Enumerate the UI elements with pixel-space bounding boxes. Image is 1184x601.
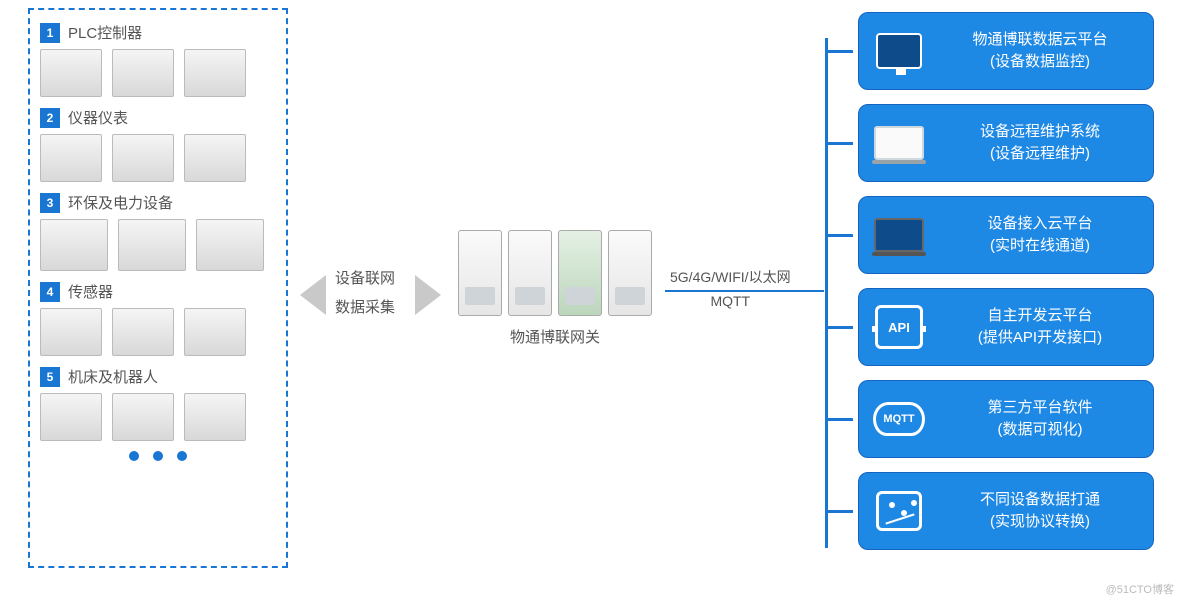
laptop2-icon	[871, 210, 927, 260]
card-title: 设备接入云平台	[939, 213, 1141, 236]
device-thumbnail-icon	[112, 308, 174, 356]
card-subtitle: (设备数据监控)	[939, 51, 1141, 74]
device-thumbnail-icon	[184, 393, 246, 441]
arrow-right-icon	[415, 275, 441, 315]
card-subtitle: (数据可视化)	[939, 419, 1141, 442]
device-thumbnail-icon	[40, 308, 102, 356]
architecture-diagram: 1 PLC控制器 2 仪器仪表 3 环保及电力设备 4 传感器 5 机床及机器人 设备联网 数据采…	[0, 0, 1184, 601]
device-thumbnail-icon	[40, 134, 102, 182]
device-thumbnail-icon	[118, 219, 186, 271]
category-item: 5 机床及机器人	[40, 366, 276, 441]
category-devices	[40, 308, 276, 356]
watermark: @51CTO博客	[1106, 581, 1174, 597]
bus-h-connector-icon	[825, 510, 853, 513]
laptop-icon	[871, 118, 927, 168]
bus-h-connector-icon	[825, 234, 853, 237]
gateway-device-icon	[458, 230, 502, 316]
center-labels: 设备联网 数据采集	[335, 265, 395, 322]
connector-line-icon	[665, 290, 810, 292]
card-text: 自主开发云平台(提供API开发接口)	[939, 305, 1141, 350]
label-device-network: 设备联网	[335, 265, 395, 294]
category-title: 传感器	[68, 281, 113, 302]
category-item: 3 环保及电力设备	[40, 192, 276, 271]
gateway-device-icon	[608, 230, 652, 316]
bus-h-connector-icon	[825, 142, 853, 145]
dot-icon	[153, 451, 163, 461]
category-devices	[40, 219, 276, 271]
bus-h-connector-icon	[825, 50, 853, 53]
card-subtitle: (提供API开发接口)	[939, 327, 1141, 350]
card-text: 设备接入云平台(实时在线通道)	[939, 213, 1141, 258]
category-devices	[40, 134, 276, 182]
label-data-collect: 数据采集	[335, 294, 395, 323]
mqtt-icon: MQTT	[871, 394, 927, 444]
connector-line-icon	[808, 290, 824, 292]
monitor-icon	[871, 26, 927, 76]
device-thumbnail-icon	[184, 134, 246, 182]
device-thumbnail-icon	[184, 49, 246, 97]
device-thumbnail-icon	[112, 134, 174, 182]
platform-card: 物通博联数据云平台(设备数据监控)	[858, 12, 1154, 90]
category-number-badge: 4	[40, 282, 60, 302]
card-subtitle: (设备远程维护)	[939, 143, 1141, 166]
platform-card: MQTT 第三方平台软件(数据可视化)	[858, 380, 1154, 458]
platform-card: 设备远程维护系统(设备远程维护)	[858, 104, 1154, 182]
device-thumbnail-icon	[196, 219, 264, 271]
dot-icon	[129, 451, 139, 461]
dot-icon	[177, 451, 187, 461]
gateway-devices	[450, 230, 660, 316]
card-title: 自主开发云平台	[939, 305, 1141, 328]
category-devices	[40, 393, 276, 441]
bus-h-connector-icon	[825, 418, 853, 421]
category-number-badge: 3	[40, 193, 60, 213]
category-item: 4 传感器	[40, 281, 276, 356]
platform-card: 设备接入云平台(实时在线通道)	[858, 196, 1154, 274]
platform-card: 不同设备数据打通(实现协议转换)	[858, 472, 1154, 550]
card-text: 第三方平台软件(数据可视化)	[939, 397, 1141, 442]
pagination-dots	[40, 451, 276, 461]
platform-card: API 自主开发云平台(提供API开发接口)	[858, 288, 1154, 366]
card-title: 第三方平台软件	[939, 397, 1141, 420]
category-title: 环保及电力设备	[68, 192, 173, 213]
gateway-device-icon	[508, 230, 552, 316]
bus-vertical-line	[825, 38, 828, 548]
category-devices	[40, 49, 276, 97]
card-text: 物通博联数据云平台(设备数据监控)	[939, 29, 1141, 74]
category-number-badge: 2	[40, 108, 60, 128]
device-thumbnail-icon	[40, 219, 108, 271]
gateway-group: 物通博联网关	[450, 230, 660, 347]
device-thumbnail-icon	[184, 308, 246, 356]
arrow-left-icon	[300, 275, 326, 315]
category-title: PLC控制器	[68, 22, 142, 43]
chart-icon	[871, 486, 927, 536]
gateway-label: 物通博联网关	[450, 326, 660, 347]
link-mqtt: MQTT	[670, 290, 791, 314]
link-protocols: 5G/4G/WIFI/以太网	[670, 266, 791, 290]
category-title: 仪器仪表	[68, 107, 128, 128]
device-thumbnail-icon	[40, 393, 102, 441]
bus-h-connector-icon	[825, 326, 853, 329]
platform-cards: 物通博联数据云平台(设备数据监控) 设备远程维护系统(设备远程维护) 设备接入云平台…	[858, 12, 1154, 550]
device-categories-panel: 1 PLC控制器 2 仪器仪表 3 环保及电力设备 4 传感器 5 机床及机器人	[28, 8, 288, 568]
card-subtitle: (实现协议转换)	[939, 511, 1141, 534]
category-number-badge: 5	[40, 367, 60, 387]
card-text: 设备远程维护系统(设备远程维护)	[939, 121, 1141, 166]
device-thumbnail-icon	[112, 49, 174, 97]
gateway-device-icon	[558, 230, 602, 316]
card-subtitle: (实时在线通道)	[939, 235, 1141, 258]
api-icon: API	[871, 302, 927, 352]
category-item: 1 PLC控制器	[40, 22, 276, 97]
card-title: 设备远程维护系统	[939, 121, 1141, 144]
category-number-badge: 1	[40, 23, 60, 43]
category-title: 机床及机器人	[68, 366, 158, 387]
card-text: 不同设备数据打通(实现协议转换)	[939, 489, 1141, 534]
card-title: 不同设备数据打通	[939, 489, 1141, 512]
category-item: 2 仪器仪表	[40, 107, 276, 182]
device-thumbnail-icon	[40, 49, 102, 97]
device-thumbnail-icon	[112, 393, 174, 441]
card-title: 物通博联数据云平台	[939, 29, 1141, 52]
